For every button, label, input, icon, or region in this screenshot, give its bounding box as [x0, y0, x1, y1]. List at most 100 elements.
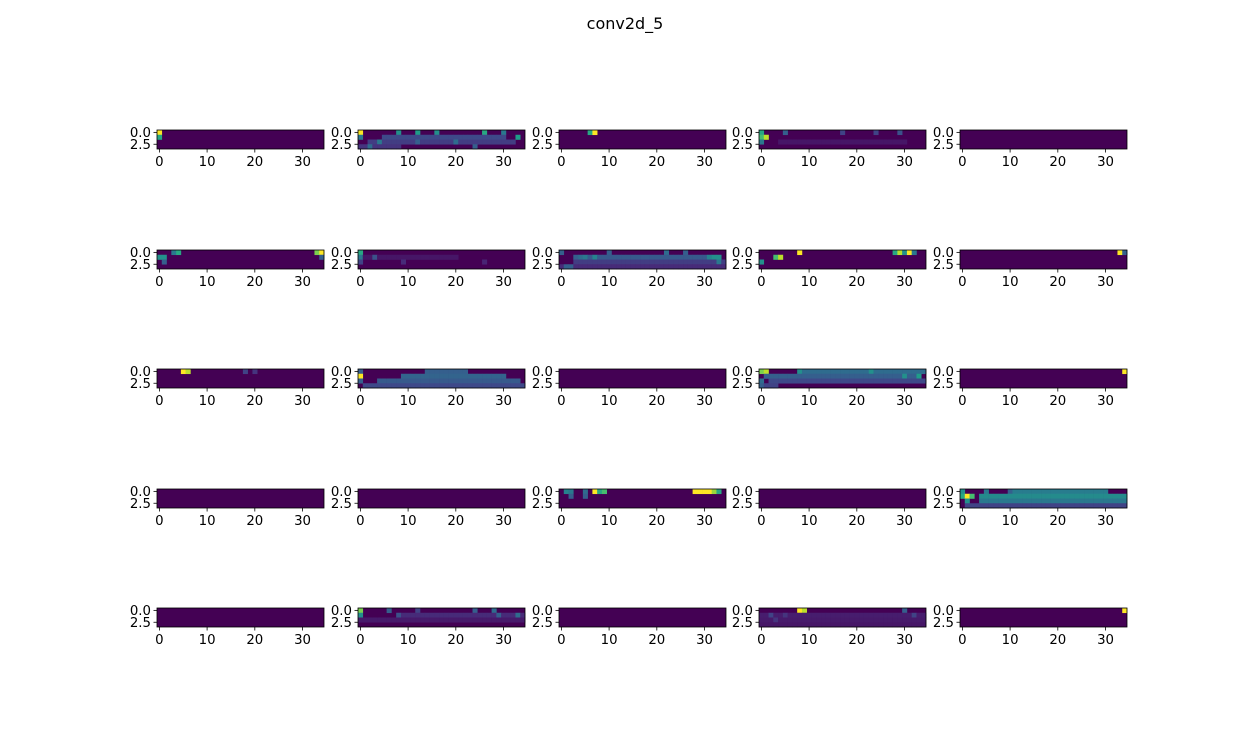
heatmap-cell [386, 617, 392, 623]
heatmap-cell [510, 378, 516, 384]
heatmap-panel-16: 0 10 20 30 0.02.5 [130, 485, 325, 529]
heatmap-cell [1122, 498, 1128, 504]
heatmap-cell [505, 383, 511, 389]
heatmap-panel-5: 0 10 20 30 0.02.5 [933, 126, 1128, 170]
x-tick-label: 20 [1049, 514, 1066, 529]
heatmap-cell [801, 617, 808, 623]
heatmap-cell [453, 369, 459, 375]
x-tick-label: 20 [1049, 155, 1066, 170]
heatmap-cell [663, 259, 670, 265]
heatmap-cell [358, 134, 364, 140]
heatmap-cell [868, 373, 874, 379]
heatmap-cell [911, 373, 917, 379]
heatmap-cell [883, 139, 889, 145]
x-tick-label: 20 [1049, 275, 1066, 290]
heatmap-cell [443, 617, 449, 623]
heatmap-cell [878, 369, 884, 375]
heatmap-cell [960, 489, 966, 495]
heatmap-cell [630, 254, 636, 260]
heatmap-cell [792, 373, 798, 379]
heatmap-cell [1012, 498, 1018, 504]
x-tick-label: 10 [199, 633, 216, 648]
heatmap-cell [458, 617, 464, 623]
heatmap-cell [429, 134, 435, 140]
heatmap-cell [396, 612, 402, 618]
heatmap-cell [396, 144, 402, 150]
x-tick-label: 10 [801, 633, 818, 648]
heatmap-cell [969, 503, 975, 509]
x-tick-label: 30 [294, 514, 311, 529]
y-tick-label: 0.0 [331, 246, 352, 261]
heatmap-cell [830, 622, 836, 628]
heatmap-cell [797, 250, 803, 256]
heatmap-cell [1012, 489, 1018, 495]
heatmap-cell [592, 259, 598, 265]
heatmap-cell [649, 254, 655, 260]
heatmap-cell [477, 617, 483, 623]
heatmap-cell [578, 259, 584, 265]
heatmap-cell [706, 259, 712, 265]
heatmap-cell [1069, 489, 1075, 495]
y-tick-label: 0.0 [933, 604, 954, 619]
x-tick-label: 20 [246, 155, 263, 170]
heatmap-cell [711, 264, 717, 270]
axes-frame [959, 368, 1128, 389]
heatmap-cell [768, 622, 774, 628]
heatmap-cell [979, 503, 985, 509]
heatmap-cell [496, 617, 502, 623]
heatmap-cell [883, 369, 889, 375]
heatmap-cell [844, 139, 850, 145]
heatmap-cell [400, 378, 407, 384]
heatmap-cell [759, 130, 765, 136]
heatmap-cell [424, 369, 430, 375]
heatmap-panel-6: 0 10 20 30 0.02.5 [130, 246, 325, 290]
heatmap-cell [462, 369, 469, 375]
heatmap-cell [578, 254, 584, 260]
heatmap-cell [816, 622, 822, 628]
heatmap-cell [396, 130, 402, 136]
heatmap-cell [649, 264, 655, 270]
heatmap-panel-9: 0 10 20 30 0.02.5 [732, 246, 927, 290]
heatmap-cell [491, 378, 497, 384]
heatmap-cell [429, 139, 435, 145]
heatmap-cell [396, 617, 402, 623]
heatmap-cell [787, 373, 793, 379]
heatmap-cell [892, 250, 898, 256]
heatmap-cell [448, 254, 454, 260]
heatmap-cell [1098, 503, 1104, 509]
x-tick-label: 10 [1002, 394, 1019, 409]
heatmap-cell [477, 139, 483, 145]
heatmap-cell [601, 264, 608, 270]
heatmap-cell [458, 369, 464, 375]
heatmap-cell [391, 134, 397, 140]
heatmap-cell [988, 493, 994, 499]
heatmap-cell [458, 378, 464, 384]
heatmap-cell [1122, 608, 1128, 614]
heatmap-cell [420, 254, 426, 260]
heatmap-cell [759, 612, 765, 618]
heatmap-cell [501, 617, 507, 623]
x-tick-label: 10 [199, 275, 216, 290]
x-tick-label: 0 [155, 514, 163, 529]
x-tick-label: 30 [896, 514, 913, 529]
heatmap-cell [897, 378, 903, 384]
axes-frame [758, 607, 927, 628]
x-tick-label: 20 [246, 275, 263, 290]
heatmap-cell [644, 259, 650, 265]
heatmap-cell [597, 259, 603, 265]
x-tick-label: 0 [155, 394, 163, 409]
heatmap-cell [592, 489, 598, 495]
heatmap-cell [787, 139, 793, 145]
x-tick-label: 10 [601, 514, 618, 529]
heatmap-cell [587, 259, 593, 265]
axes-frame [758, 368, 927, 389]
heatmap-cell [587, 254, 593, 260]
heatmap-cell [811, 378, 817, 384]
heatmap-cell [424, 134, 430, 140]
heatmap-background [157, 369, 324, 388]
heatmap-cell [621, 259, 627, 265]
heatmap-cell [906, 617, 912, 623]
heatmap-cell [520, 617, 526, 623]
heatmap-cell [424, 254, 430, 260]
